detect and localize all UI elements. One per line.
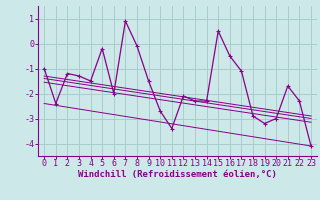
X-axis label: Windchill (Refroidissement éolien,°C): Windchill (Refroidissement éolien,°C) bbox=[78, 170, 277, 179]
